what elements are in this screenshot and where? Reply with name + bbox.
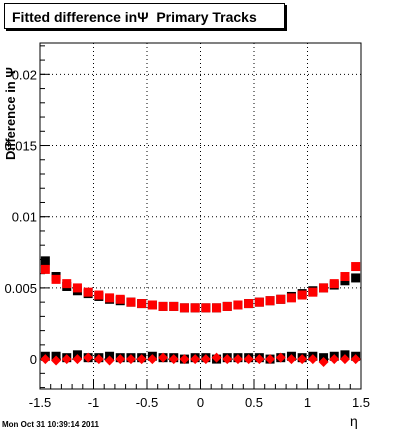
data-markers xyxy=(40,256,361,367)
data-point xyxy=(190,354,201,365)
data-point xyxy=(83,352,94,363)
data-point xyxy=(40,264,50,274)
y-tick-label: 0.015 xyxy=(4,139,37,154)
data-point xyxy=(286,354,297,365)
data-point xyxy=(339,354,350,365)
data-point xyxy=(200,354,211,365)
data-point xyxy=(275,352,286,363)
data-point xyxy=(265,296,275,306)
axis-ticks xyxy=(39,45,362,389)
data-point xyxy=(40,354,51,365)
data-point xyxy=(254,297,264,307)
data-point xyxy=(329,279,339,289)
tick-labels: -1.5 -1 -0.5 0 0.5 1 1.5 0 0.005 0.01 0.015 0.02 xyxy=(4,67,370,410)
grid-lines xyxy=(39,43,362,389)
data-point xyxy=(222,354,233,365)
data-point xyxy=(40,256,50,266)
x-axis-label: η xyxy=(350,413,358,429)
data-point xyxy=(244,299,254,309)
data-point xyxy=(83,287,93,297)
data-point xyxy=(147,354,158,365)
data-point xyxy=(243,354,254,365)
data-point xyxy=(158,301,168,311)
timestamp-label: Mon Oct 31 10:39:14 2011 xyxy=(2,420,99,429)
data-point xyxy=(351,273,361,283)
data-point xyxy=(265,354,276,365)
x-tick-label: 1 xyxy=(304,395,311,410)
x-tick-label: -0.5 xyxy=(136,395,158,410)
data-point xyxy=(211,352,222,363)
data-point xyxy=(93,354,104,365)
data-point xyxy=(319,283,329,293)
data-point xyxy=(51,355,62,366)
data-point xyxy=(147,300,157,310)
y-axis-label: Difference in Ψ xyxy=(3,67,18,160)
data-point xyxy=(94,290,104,300)
y-tick-label: 0.01 xyxy=(12,210,37,225)
data-point xyxy=(307,354,318,365)
data-point xyxy=(212,303,222,313)
x-tick-label: 1.5 xyxy=(352,395,370,410)
data-point xyxy=(297,354,308,365)
data-point xyxy=(115,294,125,304)
data-point xyxy=(297,290,307,300)
data-point xyxy=(169,301,179,311)
x-tick-label: -1 xyxy=(88,395,100,410)
data-point xyxy=(201,303,211,313)
data-point xyxy=(308,287,318,297)
x-tick-label: -1.5 xyxy=(29,395,51,410)
data-point xyxy=(126,297,136,307)
data-point xyxy=(105,293,115,303)
y-tick-label: 0.02 xyxy=(12,67,37,82)
data-point xyxy=(72,354,83,365)
data-point xyxy=(329,354,340,365)
data-point xyxy=(286,293,296,303)
data-point xyxy=(233,300,243,310)
y-tick-label: 0 xyxy=(30,352,37,367)
data-point xyxy=(350,354,361,365)
data-point xyxy=(62,279,72,289)
y-tick-label: 0.005 xyxy=(4,281,37,296)
data-point xyxy=(115,354,126,365)
data-point xyxy=(232,354,243,365)
data-point xyxy=(125,354,136,365)
data-point xyxy=(351,262,361,272)
data-point xyxy=(190,303,200,313)
data-point xyxy=(72,283,82,293)
data-point xyxy=(61,354,72,365)
x-tick-label: 0.5 xyxy=(245,395,263,410)
chart-title: Fitted difference inΨ Primary Tracks xyxy=(4,3,285,29)
data-point xyxy=(222,301,232,311)
data-point xyxy=(179,354,190,365)
data-point xyxy=(179,303,189,313)
data-point xyxy=(136,354,147,365)
data-point xyxy=(168,354,179,365)
data-point xyxy=(104,355,115,366)
data-point xyxy=(340,272,350,282)
data-point xyxy=(276,294,286,304)
data-point xyxy=(51,274,61,284)
x-tick-label: 0 xyxy=(197,395,204,410)
data-point xyxy=(158,352,169,363)
data-point xyxy=(137,299,147,309)
data-point xyxy=(318,356,329,367)
data-point xyxy=(254,354,265,365)
